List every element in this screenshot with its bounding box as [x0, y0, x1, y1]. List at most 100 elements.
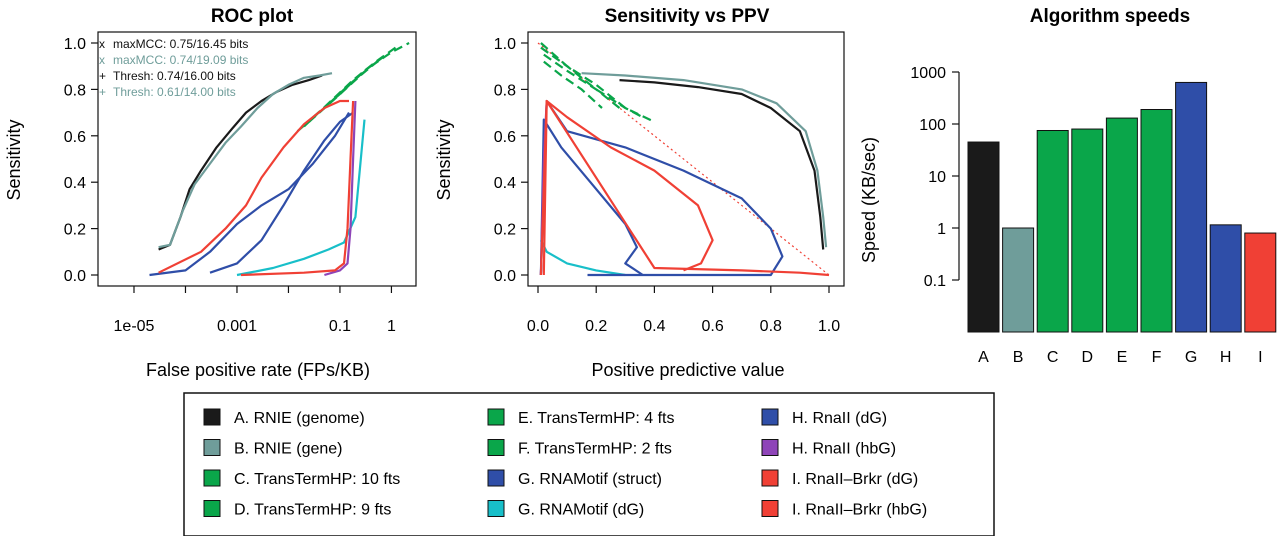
sppv-y-axis: 0.0 0.2 0.4 0.6 0.8 1.0 — [494, 36, 528, 285]
roc-xlabel: False positive rate (FPs/KB) — [146, 360, 370, 380]
sppv-line-d-transtermhp-9-fts — [540, 46, 644, 119]
speed-x-tick-label: B — [1013, 349, 1024, 366]
speed-title: Algorithm speeds — [1030, 6, 1190, 27]
legend-swatch — [487, 469, 505, 487]
speed-x-tick-label: A — [978, 349, 989, 366]
legend-label: F. TransTermHP: 2 fts — [518, 441, 672, 458]
sppv-line-i-rnaii-brkr-dg — [539, 99, 714, 276]
legend-swatch — [761, 408, 779, 426]
roc-annotation-marker: x — [99, 53, 105, 67]
roc-y-tick-label: 0.4 — [64, 175, 86, 192]
roc-annotations: x maxMCC: 0.75/16.45 bits x maxMCC: 0.74/19… — [99, 37, 248, 99]
sppv-y-tick-label: 1.0 — [494, 36, 516, 53]
sppv-panel: Sensitivity vs PPV 0.0 0.2 0.4 0.6 0.8 1.0 0.… — [434, 6, 845, 380]
legend-swatch — [761, 439, 779, 456]
speed-y-tick-label: 1 — [937, 221, 946, 238]
legend-label: I. RnaII–Brkr (dG) — [792, 471, 918, 488]
roc-line-i-rnaii-brkr-hbg — [240, 100, 355, 277]
roc-y-tick-label: 0.0 — [64, 268, 86, 285]
roc-line-a-rnie-genome — [158, 74, 323, 251]
sppv-plot-frame — [527, 31, 845, 287]
sppv-diagonal-line — [537, 42, 830, 276]
roc-y-tick-label: 1.0 — [64, 36, 86, 53]
speed-bar-a — [967, 141, 1000, 333]
sppv-x-tick-label: 0.8 — [760, 318, 782, 335]
sppv-line-e-transtermhp-4-fts — [543, 53, 621, 109]
sppv-x-tick-label: 0.4 — [643, 318, 665, 335]
legend-swatch — [761, 469, 779, 487]
speed-y-tick-label: 10 — [928, 169, 946, 186]
legend-label: C. TransTermHP: 10 fts — [234, 471, 400, 488]
legend-swatch — [487, 408, 505, 426]
speed-bar-h — [1209, 224, 1242, 333]
roc-annotation-marker: + — [99, 69, 106, 83]
sppv-x-tick-label: 0.2 — [585, 318, 607, 335]
legend-swatch — [203, 500, 221, 517]
roc-ylabel: Sensitivity — [4, 119, 24, 200]
sppv-xlabel: Positive predictive value — [591, 360, 784, 380]
speed-bar-d — [1071, 128, 1104, 333]
speed-y-tick-label: 0.1 — [924, 273, 946, 290]
speed-bars-group — [967, 81, 1277, 333]
speed-x-axis: A B C D E F G H I — [978, 349, 1262, 366]
legend-label: G. RNAMotif (struct) — [518, 471, 662, 488]
sppv-line-f-transtermhp-2-fts — [543, 60, 603, 109]
sppv-x-tick-label: 0.6 — [701, 318, 723, 335]
sppv-x-tick-label: 1.0 — [818, 318, 840, 335]
speed-y-axis: 0.1 1 10 100 1000 — [910, 65, 960, 290]
sppv-x-axis: 0.0 0.2 0.4 0.6 0.8 1.0 — [527, 286, 840, 335]
sppv-line-a-rnie-genome — [619, 79, 825, 250]
sppv-ylabel: Sensitivity — [434, 119, 454, 200]
roc-y-tick-label: 0.6 — [64, 129, 86, 146]
legend-swatch — [487, 439, 505, 456]
sppv-title: Sensitivity vs PPV — [605, 6, 770, 27]
sppv-y-tick-label: 0.4 — [494, 175, 516, 192]
legend-label: H. RnaII (hbG) — [792, 441, 896, 458]
speed-x-tick-label: H — [1220, 349, 1232, 366]
sppv-y-tick-label: 0.2 — [494, 222, 516, 239]
legend-label: B. RNIE (gene) — [234, 441, 342, 458]
speed-panel: Algorithm speeds 0.1 1 10 100 1000 A B C D E F G H I… — [859, 6, 1277, 366]
speed-x-tick-label: C — [1047, 349, 1059, 366]
legend-swatch — [761, 500, 779, 517]
legend-swatch — [203, 408, 221, 426]
speed-x-tick-label: D — [1082, 349, 1094, 366]
legend-label: I. RnaII–Brkr (hbG) — [792, 502, 927, 519]
legend-swatch — [203, 439, 221, 456]
roc-annotation-text: maxMCC: 0.74/19.09 bits — [113, 53, 248, 67]
speed-bar-i — [1244, 232, 1277, 333]
sppv-line-g-rnamotif-struct — [539, 118, 644, 276]
speed-bar-e — [1105, 117, 1138, 333]
legend-swatch — [203, 469, 221, 487]
roc-line-g-rnamotif-struct — [209, 111, 354, 274]
legend-label: H. RnaII (dG) — [792, 410, 887, 427]
roc-y-tick-label: 0.8 — [64, 82, 86, 99]
roc-annotation-text: Thresh: 0.74/16.00 bits — [113, 69, 236, 83]
roc-y-axis: 0.0 0.2 0.4 0.6 0.8 1.0 — [64, 36, 98, 285]
sppv-line-g-rnamotif-dg — [539, 239, 626, 277]
speed-x-tick-label: I — [1258, 349, 1262, 366]
roc-annotation-marker: x — [99, 37, 105, 51]
roc-x-tick-label: 0.1 — [329, 318, 351, 335]
speed-bar-f — [1140, 109, 1173, 333]
speed-x-tick-label: G — [1185, 349, 1197, 366]
legend: A. RNIE (genome) B. RNIE (gene) C. TransTe… — [183, 392, 995, 536]
sppv-y-tick-label: 0.0 — [494, 268, 516, 285]
roc-line-f-transtermhp-2-fts — [312, 53, 388, 119]
speed-y-tick-label: 100 — [919, 117, 946, 134]
sppv-y-tick-label: 0.8 — [494, 82, 516, 99]
speed-ylabel: Speed (KB/sec) — [859, 137, 879, 263]
roc-line-h-rnaii-dg — [149, 112, 350, 277]
legend-swatch — [487, 500, 505, 517]
roc-panel: ROC plot 1e-05 0.001 0.1 1 0.0 0.2 0.4 0.6 0.8 1… — [4, 6, 417, 380]
speed-bar-c — [1036, 129, 1069, 333]
speed-x-tick-label: E — [1117, 349, 1128, 366]
roc-x-axis: 1e-05 0.001 0.1 1 — [114, 286, 396, 335]
sppv-line-h-rnaii-dg — [539, 99, 784, 277]
legend-label: D. TransTermHP: 9 fts — [234, 502, 391, 519]
speed-bar-b — [1002, 227, 1035, 333]
roc-x-tick-label: 1e-05 — [114, 318, 155, 335]
roc-x-tick-label: 0.001 — [217, 318, 257, 335]
sppv-y-tick-label: 0.6 — [494, 129, 516, 146]
